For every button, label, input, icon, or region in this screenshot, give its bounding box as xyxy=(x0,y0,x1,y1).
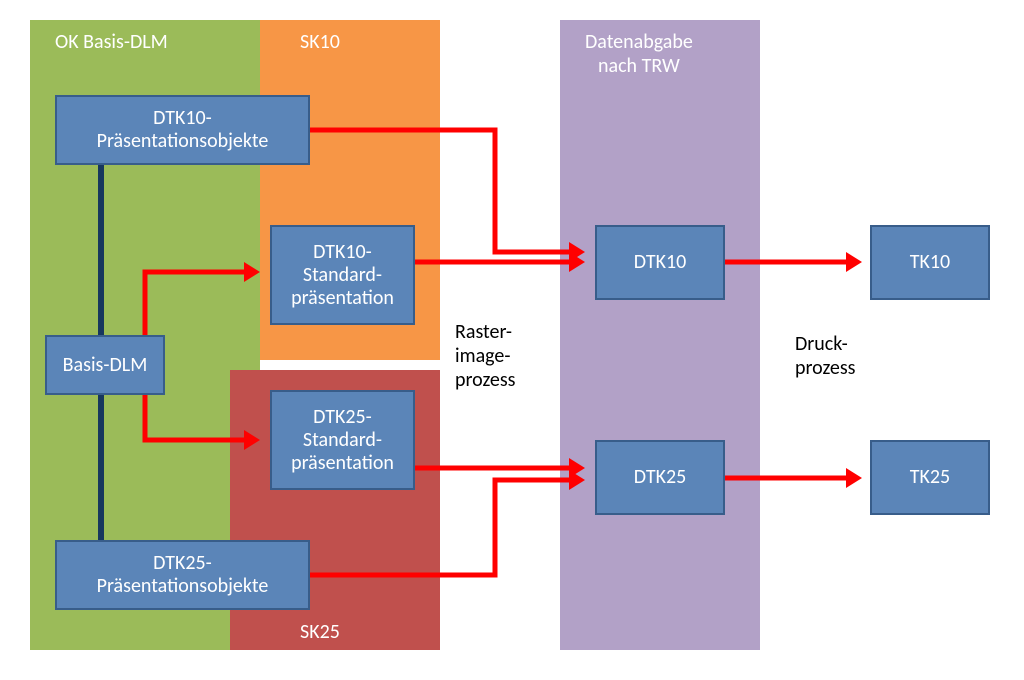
region-datenabgabe xyxy=(560,20,760,650)
node-dtk10: DTK10 xyxy=(595,225,725,300)
region-label-datenabgabe: Datenabgabe nach TRW xyxy=(585,30,693,78)
diagram-canvas: OK Basis-DLM SK10 SK25 Datenabgabe nach … xyxy=(0,0,1024,680)
region-label-ok-basis-dlm: OK Basis-DLM xyxy=(55,30,168,54)
region-label-sk10: SK10 xyxy=(300,30,340,54)
node-dtk25-standardpraesentation: DTK25- Standard- präsentation xyxy=(270,390,415,490)
node-dtk25: DTK25 xyxy=(595,440,725,515)
node-basis-dlm: Basis-DLM xyxy=(45,335,165,395)
node-dtk10-standardpraesentation: DTK10- Standard- präsentation xyxy=(270,225,415,325)
node-dtk10-praesentationsobjekte: DTK10- Präsentationsobjekte xyxy=(55,95,310,165)
label-rasterimageprozess: Raster- image- prozess xyxy=(455,320,516,392)
region-label-sk25: SK25 xyxy=(300,620,340,644)
node-dtk25-praesentationsobjekte: DTK25- Präsentationsobjekte xyxy=(55,540,310,610)
node-tk25: TK25 xyxy=(870,440,990,515)
node-tk10: TK10 xyxy=(870,225,990,300)
label-druckprozess: Druck- prozess xyxy=(795,332,856,380)
